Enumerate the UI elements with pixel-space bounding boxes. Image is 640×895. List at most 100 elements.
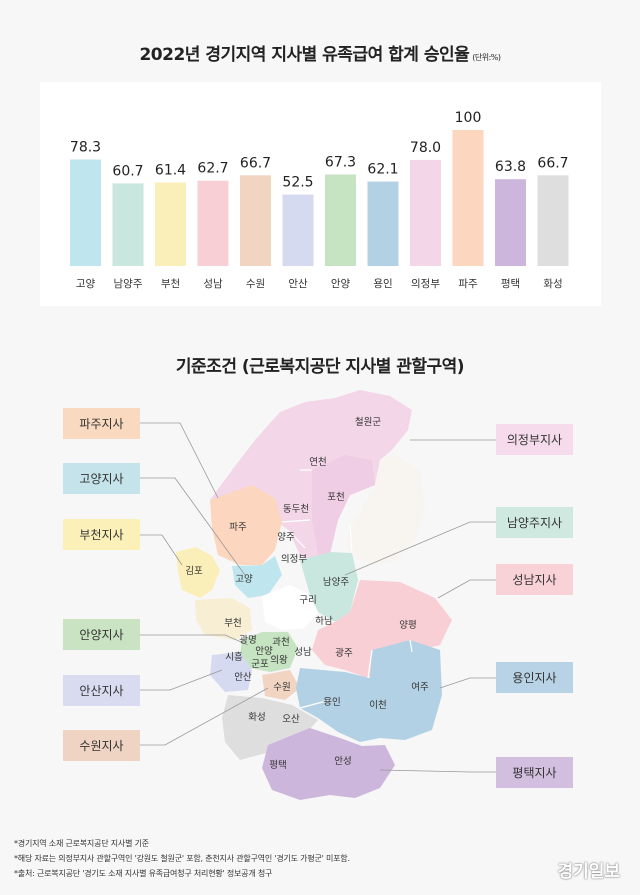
region-label: 이천	[369, 700, 386, 711]
bar-용인	[367, 181, 399, 266]
region-label: 광명	[239, 634, 256, 646]
branch-box-right: 남양주지사	[496, 507, 573, 538]
region-label: 부천	[224, 618, 241, 629]
bar-의정부	[410, 159, 441, 266]
bar-value-label: 60.7	[112, 163, 143, 179]
region-label: 포천	[327, 492, 344, 503]
footnote-3: *출처: 근로복지공단 '경기도 소재 지사별 유족급여청구 처리현황' 정보공…	[14, 869, 273, 878]
region-label: 여주	[411, 681, 429, 693]
region-yongin-branch	[296, 640, 442, 742]
region-label: 의정부	[281, 554, 307, 565]
region-label: 안성	[334, 756, 351, 767]
region-anyang-branch	[240, 632, 298, 672]
region-label: 의왕	[270, 655, 288, 666]
branch-box-left: 파주지사	[63, 408, 140, 439]
bar-chart: 78.3 고양 60.7 남양주 61.4 부천 62.7 성남 66.7 수원 52.5 안산 67.…	[70, 110, 569, 290]
region-label: 고양	[235, 574, 253, 585]
region-label: 용인	[323, 697, 340, 708]
region-label: 안양	[255, 646, 273, 657]
bar-성남	[197, 180, 229, 266]
region-bucheon	[195, 598, 252, 640]
branch-box-left: 안산지사	[63, 675, 140, 706]
branch-box-right: 평택지사	[496, 757, 573, 788]
bar-부천	[155, 182, 186, 266]
category-label: 성남	[203, 278, 223, 290]
region-namyangju	[300, 552, 358, 622]
region-pyeongtaek-branch	[262, 728, 395, 800]
bar-value-label: 62.7	[197, 161, 228, 177]
region-label: 군포	[251, 659, 269, 670]
branch-box-left: 안양지사	[63, 619, 140, 650]
region-goyang	[232, 556, 282, 598]
bar-value-label: 62.1	[367, 162, 398, 178]
bar-평택	[495, 179, 526, 266]
region-label: 수원	[273, 682, 290, 693]
category-label: 의정부	[411, 278, 440, 290]
bar-value-label: 66.7	[537, 155, 568, 171]
category-label: 남양주	[114, 278, 143, 290]
region-label: 화성	[248, 712, 265, 723]
category-label: 고양	[76, 278, 96, 290]
region-label: 철원군	[355, 417, 381, 428]
branch-box-right: 의정부지사	[496, 424, 573, 455]
region-label: 하남	[315, 615, 333, 627]
logo: 경기일보	[557, 862, 620, 882]
category-label: 수원	[246, 278, 265, 290]
bar-파주	[452, 130, 484, 266]
region-label: 성남	[294, 647, 312, 658]
branch-box-left: 부천지사	[63, 519, 140, 550]
region-label: 구리	[299, 595, 316, 606]
category-label: 파주	[458, 278, 478, 290]
region-gapyeong	[345, 455, 425, 565]
category-label: 안양	[331, 278, 351, 290]
region-label: 오산	[282, 714, 300, 725]
region-label: 김포	[185, 565, 203, 577]
region-pocheon	[312, 455, 375, 555]
category-label: 용인	[373, 278, 392, 290]
bar-수원	[240, 175, 271, 266]
bar-value-label: 61.4	[155, 162, 186, 178]
category-label: 안산	[288, 278, 308, 290]
region-seoul	[262, 585, 318, 630]
region-label: 남양주	[323, 577, 349, 588]
region-gimpo	[176, 547, 220, 598]
bar-value-label: 63.8	[495, 159, 526, 175]
bar-안산	[282, 194, 314, 266]
region-label: 파주	[229, 522, 247, 533]
region-label: 동두천	[283, 504, 309, 515]
branch-box-right: 용인지사	[496, 662, 573, 693]
branch-box-left: 고양지사	[63, 463, 140, 494]
region-seongnam-branch	[312, 580, 452, 678]
map-title: 기준조건 (근로복지공단 지사별 관할구역)	[175, 357, 465, 377]
region-label: 양주	[277, 532, 295, 543]
branch-box-left: 수원지사	[63, 730, 140, 761]
bar-고양	[70, 159, 101, 266]
region-label: 광주	[335, 647, 353, 659]
bar-value-label: 52.5	[282, 175, 313, 191]
category-label: 평택	[501, 278, 520, 290]
bar-value-label: 66.7	[240, 155, 271, 171]
category-label: 화성	[543, 278, 562, 290]
bar-화성	[537, 175, 569, 266]
region-label: 평택	[269, 760, 286, 771]
region-hwaseong	[222, 695, 318, 760]
branch-box-right: 성남지사	[496, 564, 573, 595]
category-label: 부천	[161, 278, 180, 290]
footnote-2: *해당 자료는 의정부지사 관할구역인 '강원도 철원군' 포함, 춘천지사 관…	[14, 854, 350, 863]
region-paju	[210, 485, 282, 565]
bar-남양주	[112, 183, 144, 266]
region-label: 과천	[272, 637, 289, 648]
bar-value-label: 100	[455, 110, 482, 126]
region-label: 양평	[399, 620, 416, 631]
bar-value-label: 78.3	[70, 140, 101, 156]
region-ansan-branch	[210, 652, 252, 692]
footnote-1: *경기지역 소재 근로복지공단 지사별 기준	[14, 839, 149, 848]
region-label: 연천	[309, 457, 326, 468]
bar-value-label: 78.0	[410, 140, 441, 156]
chart-unit: (단위:%)	[472, 53, 501, 62]
region-suwon-branch	[262, 670, 300, 700]
region-uijeongbu-branch	[210, 390, 412, 560]
bar-안양	[325, 174, 356, 266]
bar-chart-panel: 78.3 고양 60.7 남양주 61.4 부천 62.7 성남 66.7 수원 52.5 안산 67.…	[40, 82, 601, 306]
